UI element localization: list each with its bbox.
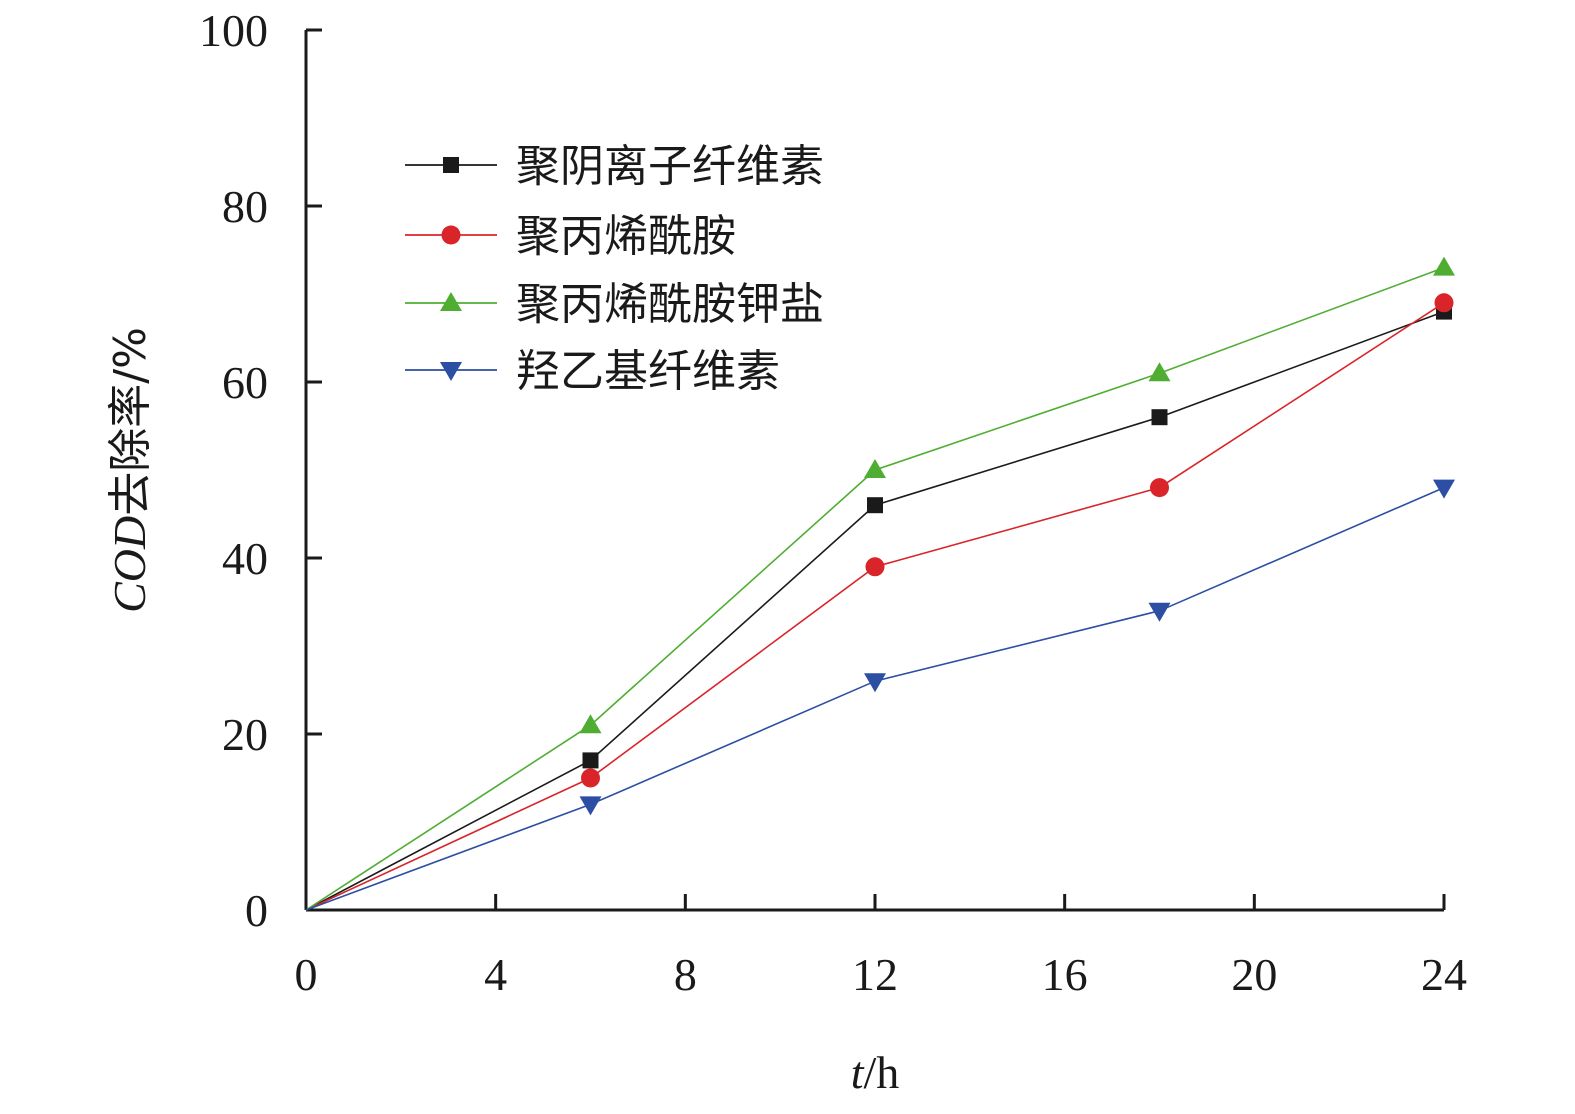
y-tick-label: 100 (199, 5, 268, 56)
series-layer (305, 256, 1455, 911)
legend-item: 羟乙基纤维素 (405, 346, 780, 397)
ticks: 0 20 40 60 80 100 0 4 8 12 16 20 24 (199, 5, 1467, 1000)
x-axis-title: t/h (851, 1047, 900, 1098)
legend-marker (443, 157, 459, 173)
y-tick-label: 40 (222, 533, 268, 584)
data-point (1148, 362, 1171, 382)
y-axis-title-italic: COD (104, 516, 155, 613)
legend-item: 聚丙烯酰胺钾盐 (405, 279, 824, 330)
legend-marker (441, 225, 461, 245)
series-1 (305, 303, 1452, 911)
y-tick-label: 80 (222, 181, 268, 232)
series-line (305, 310, 1445, 911)
data-point (1433, 256, 1455, 276)
y-tick-label: 0 (245, 885, 268, 936)
data-point (867, 497, 883, 514)
data-point (582, 752, 599, 769)
x-axis-title-italic: t (851, 1047, 865, 1098)
series-line (305, 486, 1445, 911)
x-axis-title-unit: /h (864, 1047, 900, 1098)
data-point (1148, 602, 1171, 622)
data-point (1434, 293, 1454, 313)
legend-item: 聚丙烯酰胺 (405, 211, 736, 262)
data-point (865, 557, 885, 577)
series-line (305, 302, 1445, 911)
legend-label: 聚丙烯酰胺钾盐 (516, 279, 824, 330)
y-axis-title: COD去除率/% (104, 327, 156, 613)
data-point (864, 673, 886, 693)
data-point (1433, 479, 1455, 499)
legend-marker (440, 362, 462, 381)
series-4 (305, 479, 1455, 911)
y-tick-label: 20 (222, 709, 268, 760)
data-point (581, 768, 600, 788)
data-point (579, 714, 602, 734)
series-2 (305, 293, 1454, 911)
legend-item: 聚阴离子纤维素 (405, 141, 824, 192)
x-tick-label: 24 (1421, 949, 1467, 1000)
x-tick-label: 20 (1231, 949, 1277, 1000)
data-point (579, 796, 602, 816)
data-point (1150, 478, 1169, 498)
x-tick-label: 16 (1042, 949, 1088, 1000)
x-tick-label: 12 (852, 949, 898, 1000)
legend-label: 羟乙基纤维素 (516, 346, 780, 397)
series-line (305, 266, 1445, 911)
y-tick-label: 60 (222, 357, 268, 408)
y-axis-title-rest: 去除率/% (105, 327, 156, 516)
legend-label: 聚阴离子纤维素 (516, 141, 824, 192)
legend-marker (440, 292, 462, 311)
series-3 (305, 256, 1455, 911)
legend-label: 聚丙烯酰胺 (516, 211, 736, 262)
data-point (1151, 409, 1168, 426)
x-tick-label: 8 (674, 949, 697, 1000)
data-point (864, 459, 886, 478)
x-tick-label: 4 (484, 949, 507, 1000)
x-tick-label: 0 (295, 949, 318, 1000)
